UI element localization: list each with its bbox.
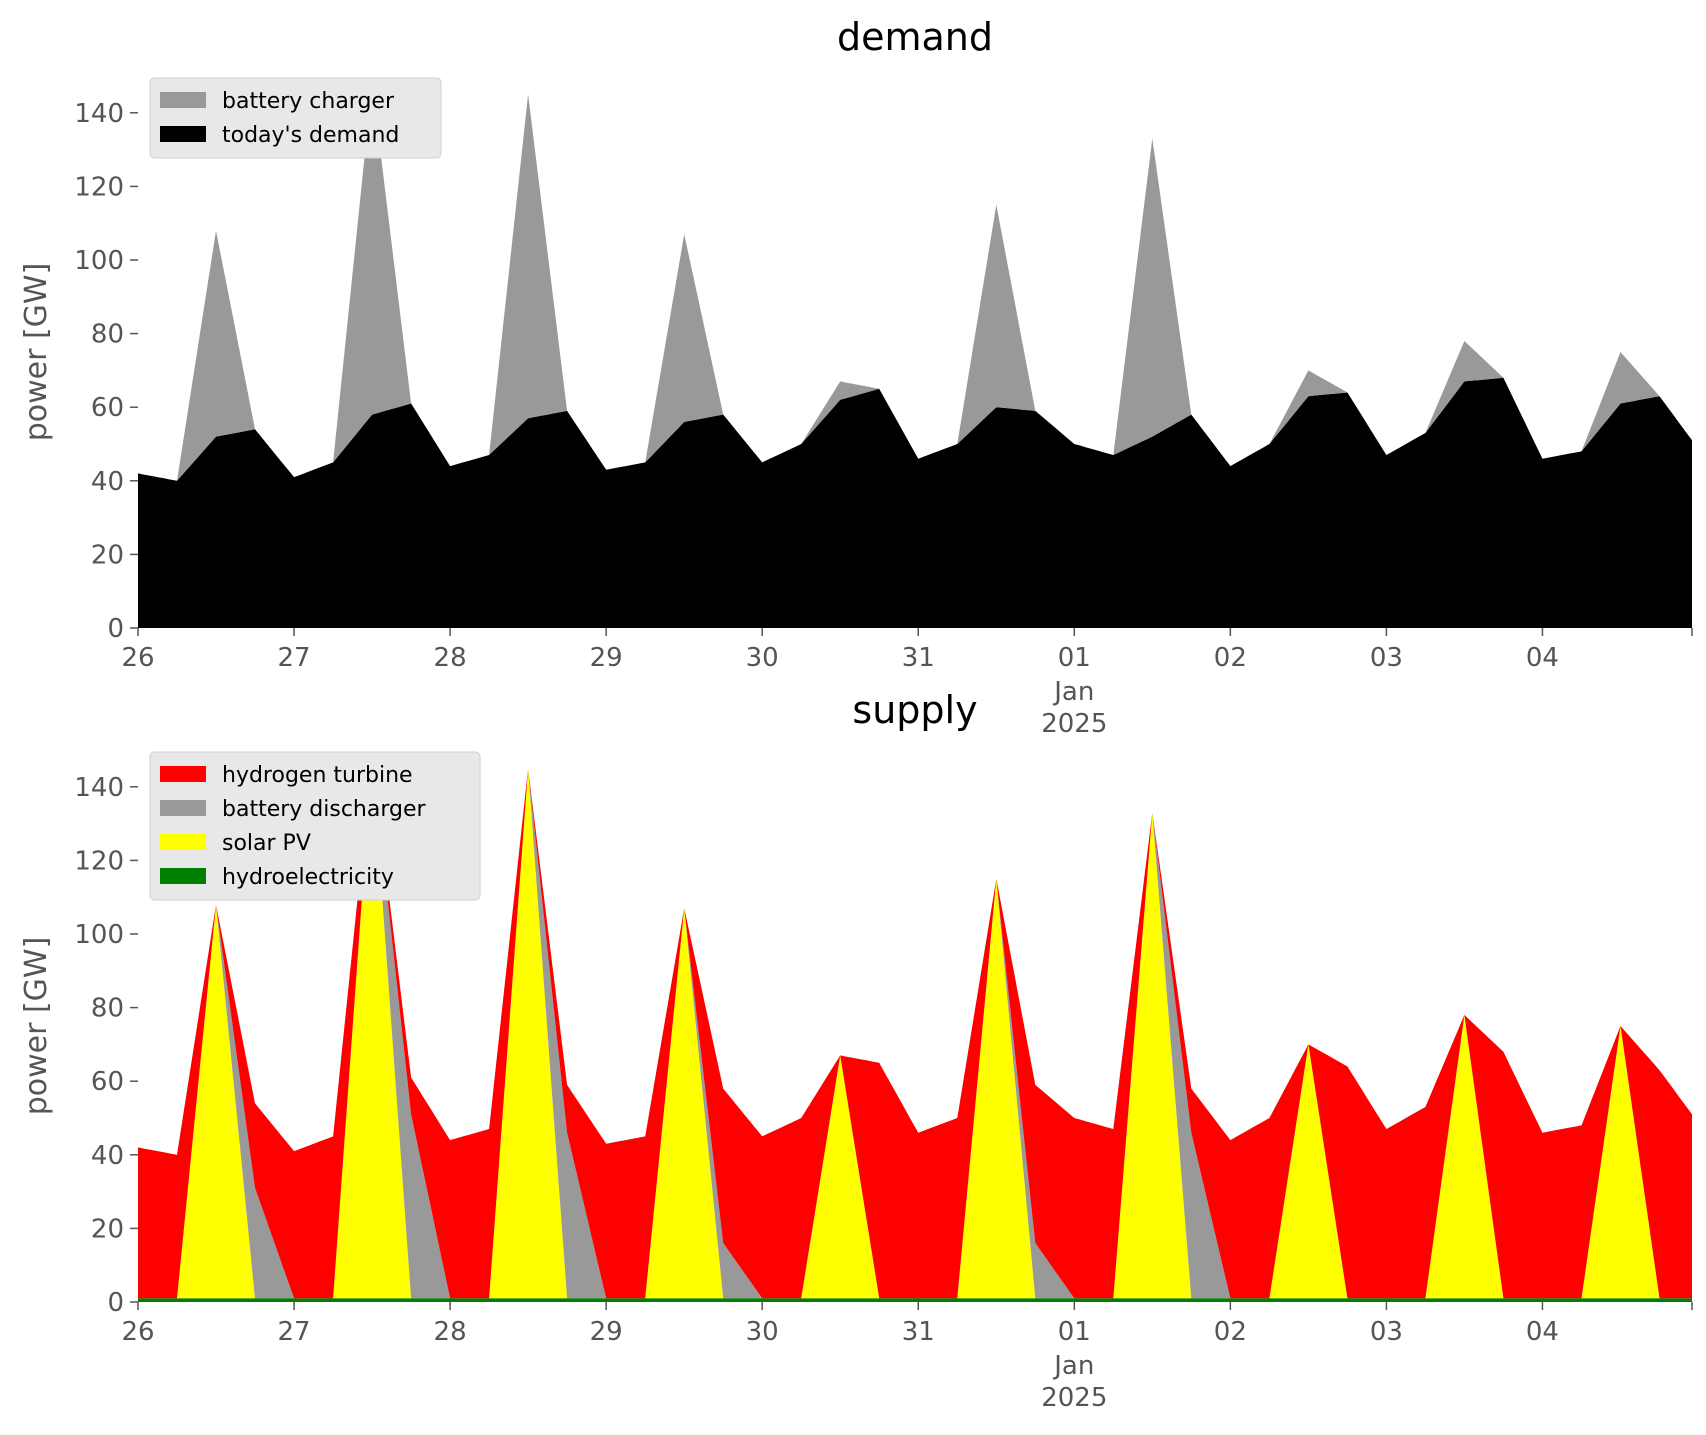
x-tick-label: 27: [278, 1317, 311, 1347]
y-tick-label: 80: [91, 320, 124, 350]
legend-swatch-solar-pv: [160, 834, 206, 850]
series-area-battery-charger: [138, 83, 1692, 481]
x-tick-label: 31: [902, 1317, 935, 1347]
y-tick-label: 60: [91, 1067, 124, 1097]
series-area-hydroelectricity: [138, 1298, 1692, 1302]
legend-label-battery-discharger: battery discharger: [222, 797, 427, 822]
x-tick-year-label: 2025: [1041, 1383, 1107, 1413]
chart-title: supply: [852, 688, 977, 732]
legend-box: [149, 77, 442, 159]
y-tick-label: 140: [74, 99, 124, 129]
y-tick-label: 100: [74, 246, 124, 276]
chart-title: demand: [837, 15, 993, 59]
x-tick-label: 29: [590, 1317, 623, 1347]
legend-label-hydroelectricity: hydroelectricity: [222, 865, 394, 890]
x-tick-label: 28: [434, 1317, 467, 1347]
y-tick-label: 0: [107, 1288, 124, 1318]
x-tick-label: 26: [121, 643, 154, 673]
y-tick-label: 120: [74, 172, 124, 202]
legend-swatch-today-s-demand: [160, 126, 206, 142]
x-tick-label: 02: [1214, 643, 1247, 673]
x-tick-label: 01: [1058, 643, 1091, 673]
x-tick-label: 28: [434, 643, 467, 673]
series-area-solar-pv: [138, 757, 1692, 1299]
x-tick-month-label: Jan: [1052, 677, 1094, 707]
y-tick-label: 100: [74, 920, 124, 950]
legend-label-today-s-demand: today's demand: [222, 123, 399, 148]
y-axis-label: power [GW]: [19, 263, 54, 442]
series-area-hydrogen-turbine: [138, 757, 1692, 1299]
y-tick-label: 140: [74, 773, 124, 803]
y-tick-label: 0: [107, 614, 124, 644]
x-tick-label: 29: [590, 643, 623, 673]
legend: battery charger today's demand: [149, 77, 442, 159]
y-tick-label: 20: [91, 1214, 124, 1244]
areas: [138, 757, 1692, 1302]
legend-label-solar-pv: solar PV: [222, 831, 311, 856]
y-tick-label: 80: [91, 994, 124, 1024]
x-tick-year-label: 2025: [1041, 709, 1107, 739]
legend: hydrogen turbine battery discharger solar …: [149, 751, 481, 901]
x-tick-month-label: Jan: [1052, 1351, 1094, 1381]
x-tick-label: 04: [1526, 1317, 1559, 1347]
legend-label-battery-charger: battery charger: [222, 89, 395, 114]
legend-swatch-hydrogen-turbine: [160, 766, 206, 782]
legend-swatch-battery-discharger: [160, 800, 206, 816]
x-tick-label: 31: [902, 643, 935, 673]
x-tick-label: 03: [1370, 1317, 1403, 1347]
x-tick-label: 02: [1214, 1317, 1247, 1347]
y-tick-label: 120: [74, 846, 124, 876]
y-axis-label: power [GW]: [19, 937, 54, 1116]
legend-swatch-hydroelectricity: [160, 868, 206, 884]
y-tick-label: 40: [91, 1141, 124, 1171]
legend-swatch-battery-charger: [160, 92, 206, 108]
legend-label-hydrogen-turbine: hydrogen turbine: [222, 763, 413, 788]
x-tick-label: 03: [1370, 643, 1403, 673]
y-tick-label: 60: [91, 393, 124, 423]
series-area-today-s-demand: [138, 377, 1692, 628]
x-tick-label: 27: [278, 643, 311, 673]
legend-box: [149, 751, 481, 901]
areas: [138, 83, 1692, 628]
y-tick-label: 20: [91, 540, 124, 570]
x-tick-label: 30: [746, 1317, 779, 1347]
y-tick-label: 40: [91, 467, 124, 497]
x-tick-label: 30: [746, 643, 779, 673]
x-tick-label: 04: [1526, 643, 1559, 673]
x-tick-label: 26: [121, 1317, 154, 1347]
x-tick-label: 01: [1058, 1317, 1091, 1347]
